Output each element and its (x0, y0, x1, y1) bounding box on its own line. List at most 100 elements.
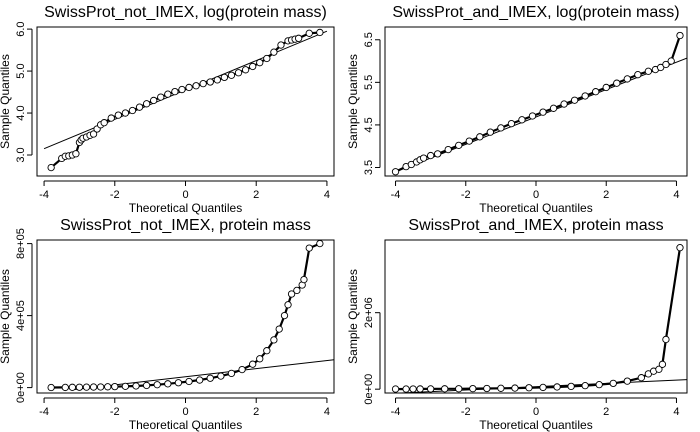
data-point (199, 80, 207, 88)
data-point (206, 78, 214, 86)
chart-title: SwissProt_not_IMEX, protein mass (60, 217, 311, 234)
data-point (185, 83, 193, 92)
plot-frame (36, 239, 335, 394)
x-axis-label: Theoretical Quantiles (479, 418, 592, 432)
y-tick-label: 6.0 (15, 21, 27, 36)
data-point (75, 383, 84, 391)
data-point (249, 62, 257, 71)
x-tick-label: -4 (39, 189, 49, 201)
x-tick-label: -4 (391, 189, 401, 201)
y-axis-label: Sample Quantiles (346, 269, 360, 364)
data-point (263, 347, 271, 355)
data-point (455, 141, 463, 149)
x-tick-label: 4 (324, 406, 330, 418)
x-tick-label: 4 (673, 189, 679, 201)
data-point (280, 311, 289, 320)
data-point (104, 383, 112, 391)
data-point (47, 383, 55, 392)
qq-panel-1: SwissProt_not_IMEX, log(protein mass) -4 -… (0, 4, 335, 215)
y-tick-label: 4e+05 (15, 300, 27, 331)
x-tick-label: 0 (182, 406, 188, 418)
data-point (581, 92, 589, 100)
data-point (644, 67, 653, 75)
data-point (434, 150, 442, 158)
data-point (213, 76, 221, 84)
data-point (419, 154, 428, 162)
data-point (525, 384, 533, 392)
data-point (263, 54, 271, 63)
data-point (294, 34, 303, 42)
y-axis-label: Sample Quantiles (0, 269, 12, 364)
data-point (256, 355, 264, 363)
y-tick-label: 3.5 (363, 160, 375, 175)
data-point (256, 59, 264, 67)
data-point (82, 383, 91, 391)
data-point (465, 137, 473, 145)
data-point (560, 100, 568, 108)
data-point (316, 240, 324, 248)
data-point (662, 60, 670, 69)
data-point (676, 243, 684, 252)
data-point (238, 365, 246, 374)
x-tick-label: 2 (603, 406, 609, 418)
data-point (637, 374, 645, 382)
data-point (220, 73, 229, 82)
data-point (549, 104, 558, 112)
data-point (270, 336, 278, 344)
data-point (96, 383, 105, 391)
qq-panel-2: SwissProt_and_IMEX, log(protein mass) -4 -… (346, 4, 688, 215)
data-point (416, 385, 424, 393)
x-tick-label: 0 (182, 189, 188, 201)
data-point (402, 385, 410, 393)
data-point (287, 290, 296, 298)
data-point (567, 382, 575, 391)
x-tick-label: -4 (39, 406, 49, 418)
plot-marks (391, 31, 687, 176)
x-tick-label: -4 (391, 406, 401, 418)
data-point (528, 112, 537, 120)
data-point (61, 383, 69, 392)
data-point (157, 93, 165, 101)
data-point (185, 377, 193, 386)
data-point (662, 335, 670, 344)
plot-frame (36, 26, 335, 177)
y-tick-label: 3.0 (15, 147, 27, 162)
data-point (68, 383, 77, 391)
data-point (316, 28, 324, 37)
data-point (121, 109, 130, 117)
data-point (581, 382, 589, 390)
plot-marks (390, 243, 687, 393)
data-point (121, 382, 130, 390)
data-point (486, 128, 494, 136)
data-point (469, 384, 477, 393)
data-point (497, 124, 505, 132)
data-point (305, 244, 313, 252)
data-point (206, 374, 214, 382)
data-point (192, 82, 200, 90)
data-point (47, 163, 55, 172)
qq-panel-3: SwissProt_not_IMEX, protein mass -4 -2 0 2 4 T… (0, 217, 335, 432)
x-tick-label: 2 (253, 189, 259, 201)
data-point (164, 380, 172, 388)
data-point (284, 301, 292, 309)
plot-frame (384, 239, 688, 394)
x-tick-label: 4 (324, 189, 330, 201)
data-point (676, 31, 684, 40)
data-point (300, 275, 308, 284)
x-tick-label: 2 (603, 189, 609, 201)
data-point (249, 360, 257, 368)
x-tick-label: 2 (253, 406, 259, 418)
data-point (595, 381, 603, 389)
y-axis-label: Sample Quantiles (0, 54, 12, 149)
y-tick-label: 6.5 (363, 32, 375, 47)
data-point (518, 116, 526, 124)
data-point (391, 168, 400, 176)
y-tick-label: 4.0 (15, 105, 27, 120)
y-tick-label: 4.5 (363, 117, 375, 132)
x-tick-label: -2 (461, 406, 471, 418)
data-point (150, 96, 158, 105)
data-point (164, 90, 172, 98)
data-point (476, 133, 484, 141)
chart-title: SwissProt_and_IMEX, log(protein mass) (392, 4, 679, 21)
